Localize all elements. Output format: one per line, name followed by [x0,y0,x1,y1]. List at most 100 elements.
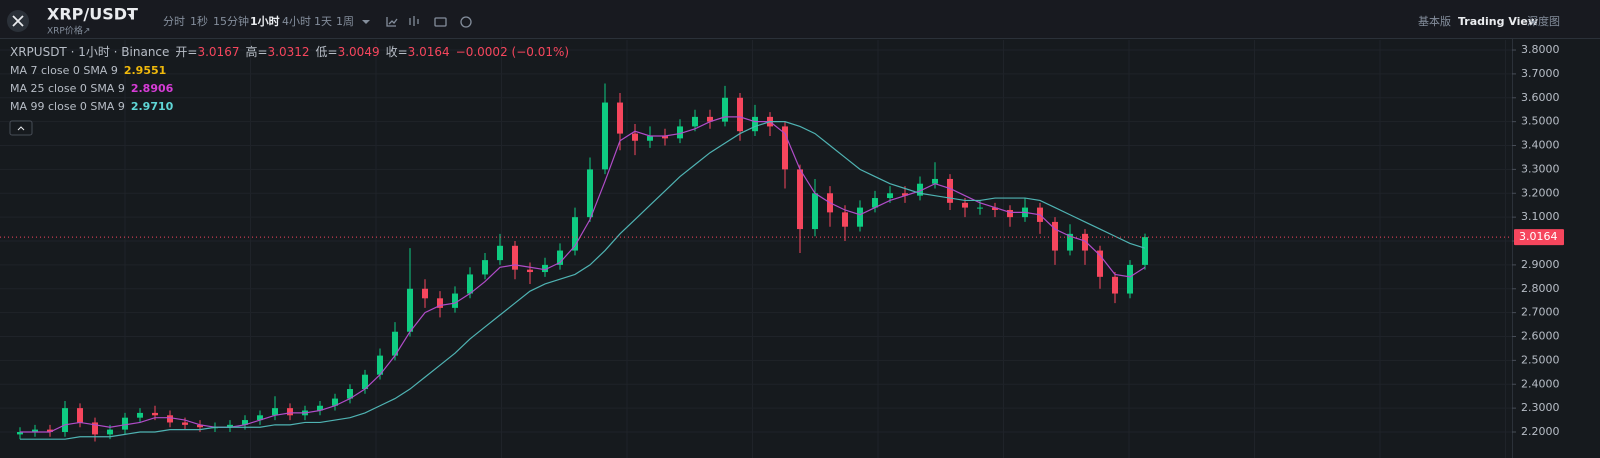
change: −0.0002 (−0.01%) [456,45,569,59]
collapse-icon[interactable] [17,126,25,131]
candle-body [917,183,923,196]
view-tab[interactable]: Trading View [1458,15,1538,28]
y-tick-label: 2.8000 [1521,282,1560,295]
candle-body [167,415,173,423]
candle-body [572,217,578,251]
y-tick-label: 3.7000 [1521,67,1560,80]
candle-body [197,424,203,428]
interval-more[interactable] [362,20,370,24]
interval-tab[interactable]: 1天 [314,15,332,28]
ma-label: MA 99 close 0 SMA 9 [10,100,125,113]
indicator-icon[interactable] [386,17,398,27]
candle-body [542,264,548,273]
candle-body [182,422,188,425]
candle-body [962,202,968,208]
ohlc-label: 开= [175,45,197,59]
interval-tab[interactable]: 分时 [163,15,185,28]
candle-body [77,408,83,423]
ma-value: 2.9551 [124,64,166,77]
last-price-label: 3.0164 [1519,230,1558,243]
candle-body [392,331,398,356]
y-tick-label: 2.2000 [1521,425,1560,438]
ma-line [20,116,1146,433]
candle-body [1127,264,1133,294]
candle-body [752,116,758,132]
candle-body [947,178,953,203]
candle-body [62,408,68,433]
candle-body [1142,237,1148,265]
subtitle[interactable]: XRP价格↗ [47,25,90,37]
ohlc-value: 3.0167 [197,45,239,59]
candle-body [812,193,818,230]
interval-tab[interactable]: 1秒 [190,14,208,28]
candle-body [692,116,698,127]
view-tab[interactable]: 基本版 [1418,14,1451,28]
candle-body [257,415,263,421]
candle-body [92,422,98,435]
symbol[interactable]: XRP/USDT [47,5,138,24]
ma-line [20,121,1146,440]
ohlc-value: 3.0312 [268,45,310,59]
ma-value: 2.8906 [131,82,174,95]
view-tab[interactable]: 深度图 [1527,14,1560,28]
ohlc-label: 收= [386,45,408,59]
add-icon[interactable] [460,16,472,28]
add-plus [463,19,469,25]
candle-body [707,116,713,122]
candle-body [602,102,608,170]
ohlc-value: 3.0049 [338,45,380,59]
candle-body [17,432,23,435]
interval-tab[interactable]: 1周 [336,15,354,28]
y-tick-label: 2.3000 [1521,401,1560,414]
chart-type-icon[interactable] [409,16,419,26]
candle-body [482,260,488,275]
y-tick-label: 3.1000 [1521,210,1560,223]
y-tick-label: 2.6000 [1521,330,1560,343]
candle-body [842,212,848,227]
candle-body [137,412,143,418]
candle-body [107,429,113,435]
legend-title-row: XRPUSDT · 1小时 · Binance 开=3.0167 高=3.0312 低… [10,44,569,59]
candle-body [1082,233,1088,251]
collapse-button[interactable] [9,120,33,136]
candle-body [872,198,878,208]
candle-body [452,293,458,308]
collapse-box[interactable] [9,120,33,136]
interval-tab[interactable]: 15分钟 [213,14,249,28]
candle-body [362,374,368,390]
ma-row: MA 25 close 0 SMA 9 2.8906 [10,82,174,95]
candle-body [317,405,323,411]
y-tick-label: 3.3000 [1521,162,1560,175]
candle-body [932,178,938,184]
candle-body [512,245,518,270]
candle-body [422,288,428,299]
close-button[interactable] [7,10,29,32]
candle-body [857,207,863,227]
candle-body [377,355,383,375]
candle-body [347,389,353,399]
top-bar [0,0,1600,38]
candle-body [647,135,653,141]
candle-body [1112,276,1118,294]
close-icon[interactable] [12,15,24,27]
candle-body [437,298,443,308]
ohlc-value: 3.0164 [408,45,450,59]
candle-body [797,169,803,230]
ma-label: MA 7 close 0 SMA 9 [10,64,118,77]
ohlc-label: 高= [245,44,267,59]
ma-label: MA 25 close 0 SMA 9 [10,82,125,95]
legend-title: XRPUSDT · 1小时 · Binance [10,45,169,59]
plot [0,83,1512,442]
symbol-caret[interactable] [128,14,134,18]
screenshot-icon[interactable] [434,17,447,27]
candle-body [287,408,293,416]
ma-row: MA 99 close 0 SMA 9 2.9710 [10,100,174,113]
interval-tab[interactable]: 4小时 [282,15,311,28]
candle-body [1067,233,1073,251]
interval-tab[interactable]: 1小时 [250,14,280,28]
candle-body [632,133,638,141]
y-tick-label: 2.9000 [1521,258,1560,271]
candle-body [497,245,503,261]
y-tick-label: 3.4000 [1521,139,1560,152]
